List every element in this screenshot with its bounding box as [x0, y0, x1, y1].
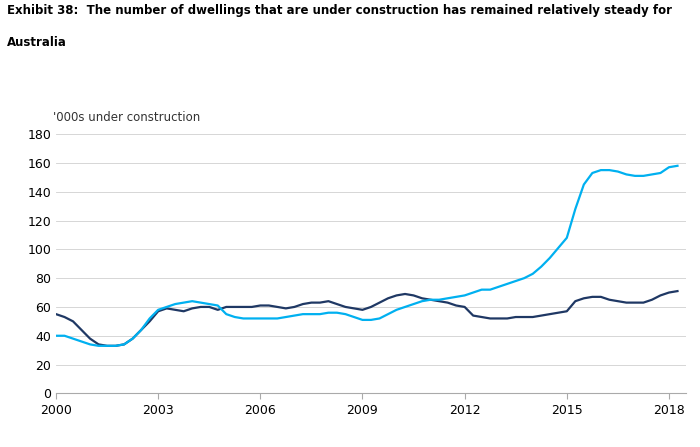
Text: Australia: Australia: [7, 36, 67, 49]
Text: Exhibit 38:  The number of dwellings that are under construction has remained re: Exhibit 38: The number of dwellings that…: [7, 4, 672, 17]
Legend: Houses, Apartments: Houses, Apartments: [257, 446, 485, 447]
Text: '000s under construction: '000s under construction: [53, 111, 200, 124]
